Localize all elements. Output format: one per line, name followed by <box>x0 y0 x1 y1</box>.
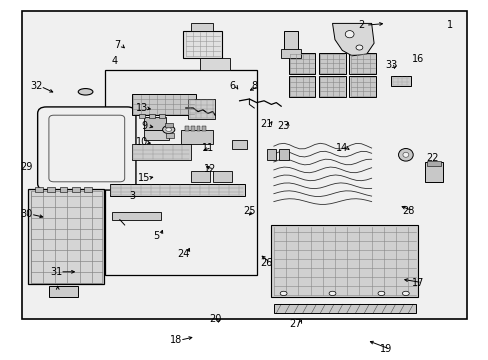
Text: 25: 25 <box>243 206 255 216</box>
Bar <box>281 49 300 58</box>
Text: 32: 32 <box>30 81 43 91</box>
Text: 17: 17 <box>411 278 424 288</box>
Ellipse shape <box>377 291 384 296</box>
Bar <box>47 187 55 192</box>
Bar <box>144 130 168 140</box>
Ellipse shape <box>328 291 335 296</box>
Text: 13: 13 <box>135 103 148 113</box>
Bar <box>288 53 315 74</box>
Text: 31: 31 <box>50 267 62 277</box>
Text: 20: 20 <box>208 314 221 324</box>
Bar <box>202 126 206 131</box>
Bar <box>196 126 200 131</box>
Bar <box>348 53 375 74</box>
Bar <box>266 149 276 160</box>
Bar <box>232 140 246 149</box>
Text: 10: 10 <box>135 137 148 147</box>
Text: 21: 21 <box>260 119 272 129</box>
Ellipse shape <box>162 126 175 134</box>
Bar <box>132 94 195 115</box>
Text: 8: 8 <box>251 81 257 91</box>
Bar <box>110 184 244 196</box>
Bar <box>72 187 80 192</box>
Text: 27: 27 <box>289 319 302 329</box>
Ellipse shape <box>402 291 408 296</box>
Bar <box>190 23 212 31</box>
Ellipse shape <box>280 291 286 296</box>
Bar <box>22 11 466 319</box>
Bar <box>49 286 78 297</box>
Text: 29: 29 <box>20 162 33 172</box>
Bar <box>149 114 155 118</box>
Bar <box>426 161 440 166</box>
Bar <box>212 171 232 182</box>
Bar <box>35 187 43 192</box>
Bar <box>105 70 256 275</box>
Bar <box>278 149 288 160</box>
Text: 19: 19 <box>379 344 392 354</box>
Bar <box>112 212 161 220</box>
Bar <box>190 126 194 131</box>
Text: 24: 24 <box>177 249 189 259</box>
Text: 14: 14 <box>335 143 348 153</box>
Text: 28: 28 <box>401 206 414 216</box>
Text: 26: 26 <box>260 258 272 268</box>
Bar <box>283 31 298 50</box>
Bar <box>318 76 345 97</box>
Text: 2: 2 <box>358 20 364 30</box>
Bar <box>166 133 173 138</box>
Bar <box>139 114 145 118</box>
Ellipse shape <box>355 45 362 50</box>
Bar <box>60 187 67 192</box>
Text: 5: 5 <box>153 231 159 241</box>
Text: 30: 30 <box>20 209 33 219</box>
Bar <box>132 144 190 160</box>
Text: 22: 22 <box>426 153 438 163</box>
Bar <box>271 225 417 297</box>
Bar <box>390 76 410 86</box>
Text: 1: 1 <box>446 20 452 30</box>
FancyBboxPatch shape <box>38 107 136 190</box>
Text: 6: 6 <box>229 81 235 91</box>
Bar <box>188 99 215 119</box>
Ellipse shape <box>345 31 353 38</box>
Bar <box>425 162 442 182</box>
Text: 18: 18 <box>169 335 182 345</box>
Text: 3: 3 <box>129 191 135 201</box>
Bar <box>144 117 166 130</box>
Bar <box>181 130 212 144</box>
Bar <box>273 304 415 313</box>
Text: 15: 15 <box>138 173 150 183</box>
Bar <box>159 114 164 118</box>
Ellipse shape <box>165 128 171 131</box>
Bar <box>190 171 210 182</box>
Text: 12: 12 <box>203 164 216 174</box>
Polygon shape <box>332 23 373 56</box>
Bar <box>348 76 375 97</box>
Text: 33: 33 <box>384 60 397 70</box>
Text: 4: 4 <box>112 56 118 66</box>
Bar <box>200 58 229 70</box>
Bar <box>31 191 102 283</box>
FancyBboxPatch shape <box>49 115 124 182</box>
Bar <box>84 187 92 192</box>
Ellipse shape <box>402 152 408 157</box>
Bar <box>183 31 222 58</box>
Bar <box>318 53 345 74</box>
Text: 7: 7 <box>114 40 120 50</box>
Text: 9: 9 <box>141 121 147 131</box>
Bar <box>165 123 172 127</box>
Bar <box>28 189 104 284</box>
Text: 23: 23 <box>277 121 289 131</box>
Text: 11: 11 <box>201 143 214 153</box>
Text: 16: 16 <box>411 54 424 64</box>
Ellipse shape <box>78 89 93 95</box>
Ellipse shape <box>398 149 412 161</box>
Bar <box>288 76 315 97</box>
Bar <box>184 126 188 131</box>
